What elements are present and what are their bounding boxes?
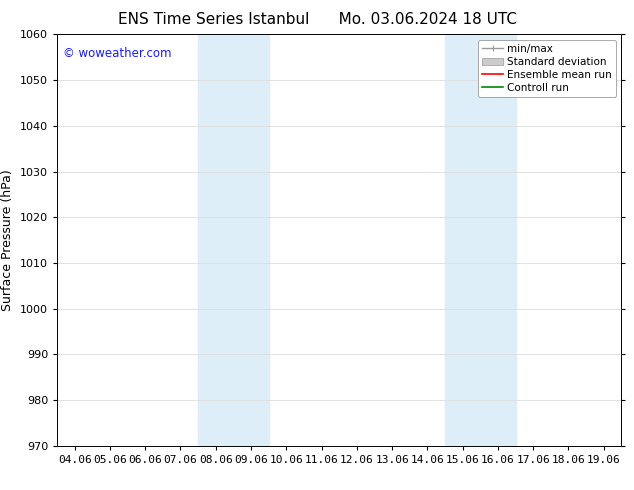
Bar [445, 34, 515, 446]
Text: ENS Time Series Istanbul      Mo. 03.06.2024 18 UTC: ENS Time Series Istanbul Mo. 03.06.2024 … [117, 12, 517, 27]
Bar [198, 34, 269, 446]
Text: © woweather.com: © woweather.com [63, 47, 171, 60]
Y-axis label: Surface Pressure (hPa): Surface Pressure (hPa) [1, 169, 15, 311]
Legend: min/max, Standard deviation, Ensemble mean run, Controll run: min/max, Standard deviation, Ensemble me… [478, 40, 616, 97]
